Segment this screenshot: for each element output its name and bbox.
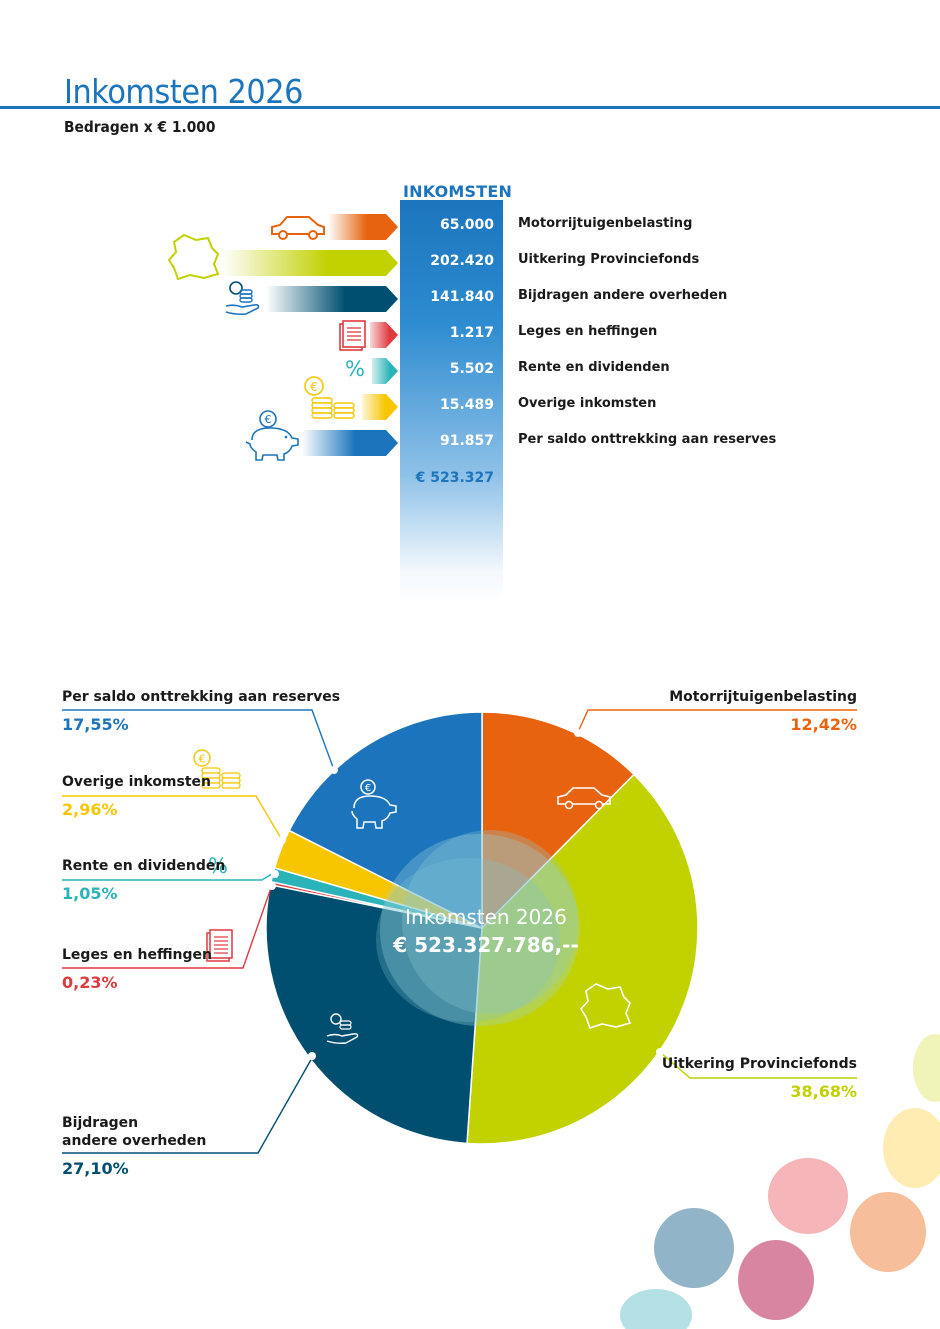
row-label: Uitkering Provinciefonds (518, 252, 700, 267)
callout-name: Overige inkomsten (62, 774, 212, 790)
coins-icon: € (304, 376, 355, 419)
hand-coins-icon (225, 281, 260, 316)
row-reserves: € 91.857 Per saldo onttrekking aan reser… (0, 410, 940, 461)
callout-overige: Overige inkomsten 2,96% (62, 773, 211, 819)
row-label: Per saldo onttrekking aan reserves (518, 432, 777, 447)
row-provinciefonds: 202.420 Uitkering Provinciefonds (0, 233, 940, 281)
province-map-icon (167, 233, 220, 281)
callout-name: andere overheden (62, 1133, 207, 1149)
pie-center-title: Inkomsten 2026 (405, 905, 567, 929)
leader-dot-0 (330, 766, 338, 774)
row-overige: € 15.489 Overige inkomsten (0, 376, 940, 422)
inkomsten-column (400, 200, 503, 605)
svg-text:€: € (265, 413, 272, 426)
total-value: € 523.327 (415, 470, 494, 486)
callout-name: Uitkering Provinciefonds (661, 1056, 857, 1072)
callout-percent: 0,23% (62, 973, 118, 992)
bar-arrow (328, 214, 398, 240)
document-stack-icon (339, 320, 366, 351)
callout-name: Leges en heffingen (62, 947, 213, 963)
row-label: Rente en dividenden (518, 360, 670, 375)
row-value: 65.000 (439, 217, 494, 233)
percent-icon: % (345, 357, 365, 381)
bar-arrow (372, 358, 398, 384)
row-value: 1.217 (449, 325, 494, 341)
row-label: Leges en heffingen (518, 324, 658, 339)
piggy-bank-icon: € (245, 410, 299, 461)
title-rule (0, 106, 940, 109)
bar-arrow (362, 394, 398, 420)
callout-name: Motorrijtuigenbelasting (669, 689, 857, 705)
callout-rente: Rente en dividenden 1,05% (62, 857, 225, 903)
piggy-bank-icon: € (351, 779, 397, 829)
callout-percent: 12,42% (790, 715, 857, 734)
svg-text:€: € (310, 380, 318, 394)
pie-slice-6 (288, 711, 483, 930)
leader-dot-2 (271, 870, 279, 878)
leader-dot-3 (268, 882, 276, 890)
callout-percent: 17,55% (62, 715, 129, 734)
bar-arrow (266, 286, 398, 312)
pie-center-amount: € 523.327.786,-- (393, 933, 579, 957)
svg-text:€: € (365, 783, 371, 794)
row-motorrijtuigenbelasting: 65.000 Motorrijtuigenbelasting (0, 212, 940, 242)
callout-motor: Motorrijtuigenbelasting 12,42% (669, 688, 857, 734)
callout-percent: 1,05% (62, 884, 118, 903)
row-value: 141.840 (430, 289, 494, 305)
car-icon (557, 787, 611, 810)
row-rente: % 5.502 Rente en dividenden (0, 356, 940, 386)
callout-reserves: Per saldo onttrekking aan reserves 17,55… (62, 688, 340, 734)
callout-percent: 38,68% (790, 1082, 857, 1101)
province-map-icon (580, 983, 632, 1030)
pie-slice-0 (481, 711, 636, 930)
row-value: 15.489 (439, 397, 494, 413)
row-leges: 1.217 Leges en heffingen (0, 320, 940, 351)
leader-dot-5 (574, 729, 582, 737)
callout-leges: Leges en heffingen 0,23% (62, 946, 212, 992)
callout-percent: 2,96% (62, 800, 118, 819)
column-header: INKOMSTEN (403, 182, 513, 201)
page-subtitle: Bedragen x € 1.000 (64, 118, 216, 136)
callout-bijdragen: Bijdragen andere overheden 27,10% (62, 1114, 206, 1178)
leader-dot-4 (308, 1052, 316, 1060)
svg-text:€: € (199, 753, 206, 766)
callout-name: Per saldo onttrekking aan reserves (62, 689, 341, 705)
row-label: Overige inkomsten (518, 396, 657, 411)
hand-coins-icon (326, 1013, 359, 1044)
car-icon (271, 216, 325, 240)
row-value: 202.420 (430, 253, 494, 269)
row-value: 5.502 (449, 361, 494, 377)
row-label: Motorrijtuigenbelasting (518, 216, 693, 231)
page-title: Inkomsten 2026 (64, 72, 303, 111)
callout-name: Bijdragen (62, 1115, 139, 1131)
row-bijdragen: 141.840 Bijdragen andere overheden (0, 281, 940, 316)
row-value: 91.857 (439, 433, 494, 449)
bar-arrow (370, 322, 398, 348)
callout-provinciefonds: Uitkering Provinciefonds 38,68% (662, 1055, 857, 1101)
bar-arrow (302, 430, 398, 456)
row-label: Bijdragen andere overheden (518, 288, 728, 303)
leader-dot-1 (278, 836, 286, 844)
callout-name: Rente en dividenden (62, 858, 226, 874)
bar-arrow (222, 250, 398, 276)
callout-percent: 27,10% (62, 1159, 129, 1178)
